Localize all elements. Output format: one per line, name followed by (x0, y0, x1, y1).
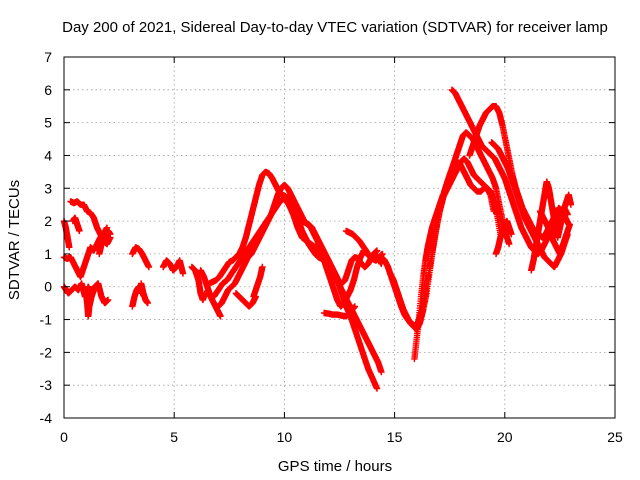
series-pass-31 (536, 208, 573, 258)
series-pass-12 (188, 263, 209, 304)
data-mark (69, 214, 83, 235)
x-tick-label: 15 (387, 429, 403, 445)
series-pass-25 (431, 155, 497, 225)
plot-frame (63, 56, 616, 419)
y-tick-label: 1 (44, 246, 52, 262)
data-mark (137, 280, 151, 307)
data-mark (250, 263, 266, 300)
x-tick-label: 5 (170, 429, 178, 445)
series-pass-06 (82, 286, 97, 320)
y-tick-label: -4 (40, 410, 53, 426)
data-mark (320, 303, 359, 320)
data-mark (188, 263, 209, 304)
series-pass-16 (197, 267, 224, 320)
y-axis-label: SDTVAR / TECUs (6, 180, 23, 300)
series-pass-07 (96, 227, 114, 258)
series-pass-29 (492, 217, 515, 258)
y-tick-label: 0 (44, 279, 52, 295)
series-pass-10 (137, 280, 151, 307)
y-tick-label: -3 (40, 377, 53, 393)
data-mark (82, 286, 97, 320)
series-pass-30 (528, 178, 575, 274)
data-mark (129, 244, 153, 271)
chart-title: Day 200 of 2021, Sidereal Day-to-day VTE… (62, 19, 608, 36)
y-tick-label: 2 (44, 213, 52, 229)
x-tick-label: 0 (60, 429, 68, 445)
axis-ticks: -4 -3 -2 -1 0 1 2 3 4 5 6 7 0 5 10 15 20 25 (40, 49, 623, 445)
x-tick-label: 20 (497, 429, 513, 445)
y-tick-label: 7 (44, 49, 52, 65)
y-tick-label: 4 (44, 147, 52, 163)
series-pass-05 (69, 214, 83, 235)
series-pass-18 (250, 263, 266, 300)
y-tick-label: -1 (40, 312, 53, 328)
data-mark (96, 227, 114, 258)
x-tick-label: 25 (607, 429, 623, 445)
data-mark (528, 178, 575, 274)
series-pass-11 (160, 257, 187, 277)
series-pass-08 (129, 244, 153, 271)
data-mark (197, 267, 224, 320)
data-mark (232, 290, 259, 310)
x-tick-label: 10 (277, 429, 293, 445)
y-tick-label: 6 (44, 82, 52, 98)
data-mark (431, 155, 497, 225)
data-mark (488, 139, 571, 271)
x-axis-label: GPS time / hours (278, 458, 392, 475)
y-tick-label: -2 (40, 344, 53, 360)
series-pass-20 (320, 303, 359, 320)
data-mark (536, 208, 573, 258)
series-pass-17 (232, 290, 259, 310)
data-mark (160, 257, 187, 277)
data-mark (492, 217, 515, 258)
y-tick-label: 3 (44, 180, 52, 196)
y-tick-label: 5 (44, 115, 52, 131)
series-pass-28 (488, 139, 571, 271)
